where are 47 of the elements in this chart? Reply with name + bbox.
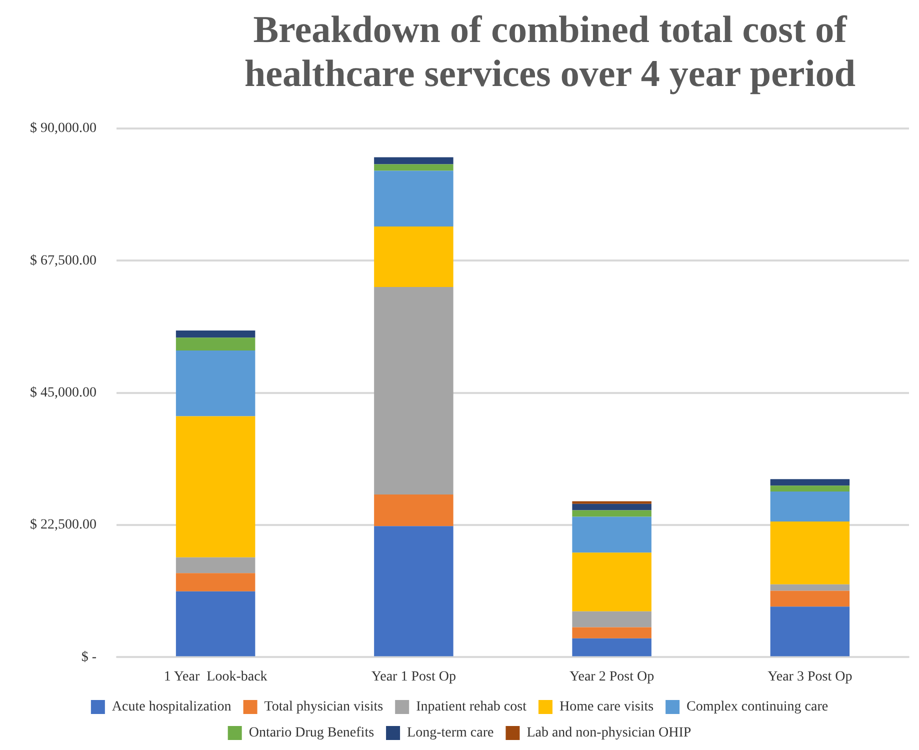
bar	[572, 552, 652, 612]
legend-label: Inpatient rehab cost	[416, 700, 527, 715]
bar	[572, 504, 652, 510]
bar	[770, 479, 850, 486]
bar	[770, 590, 850, 607]
legend-label: Ontario Drug Benefits	[248, 726, 374, 741]
legend-label: Acute hospitalization	[112, 700, 232, 715]
bar	[374, 170, 454, 227]
bar	[770, 486, 850, 492]
bar	[770, 521, 850, 584]
bar	[572, 638, 652, 656]
legend-label: Long-term care	[407, 726, 494, 741]
bar	[770, 606, 850, 656]
bar	[572, 516, 652, 553]
bar	[176, 573, 256, 592]
bar	[374, 226, 454, 288]
bar	[374, 157, 454, 164]
x-tick-label: Year 1 Post Op	[371, 669, 456, 684]
y-tick-label: $ 22,500.00	[30, 518, 96, 533]
bar	[572, 501, 652, 504]
bar	[176, 330, 256, 338]
bar	[176, 416, 256, 558]
bar	[572, 510, 652, 517]
bar	[572, 627, 652, 638]
x-tick-label: Year 3 Post Op	[768, 669, 852, 684]
x-tick-label: 1 Year Look-back	[164, 669, 268, 684]
bar	[176, 591, 256, 656]
y-tick-label: $ 90,000.00	[30, 121, 96, 136]
bar	[572, 611, 652, 628]
bar	[374, 287, 454, 494]
bar	[770, 584, 850, 591]
legend-label: Lab and non-physician OHIP	[526, 726, 692, 741]
bar	[374, 164, 454, 171]
bar	[374, 526, 454, 656]
bar	[374, 494, 454, 526]
y-tick-label: $ -	[81, 650, 97, 665]
x-tick-label: Year 2 Post Op	[570, 669, 654, 684]
legend-label: Complex continuing care	[686, 700, 828, 715]
bar	[176, 557, 256, 574]
bar	[176, 338, 256, 350]
chart-title: Breakdown of combined total cost of healthcare services over 4 year period	[243, 8, 856, 96]
legend-label: Home care visits	[559, 700, 654, 715]
y-tick-label: $ 67,500.00	[30, 253, 96, 268]
y-tick-label: $ 45,000.00	[30, 385, 96, 400]
legend-label: Total physician visits	[264, 700, 384, 715]
bar	[176, 350, 256, 416]
bar	[770, 492, 850, 522]
